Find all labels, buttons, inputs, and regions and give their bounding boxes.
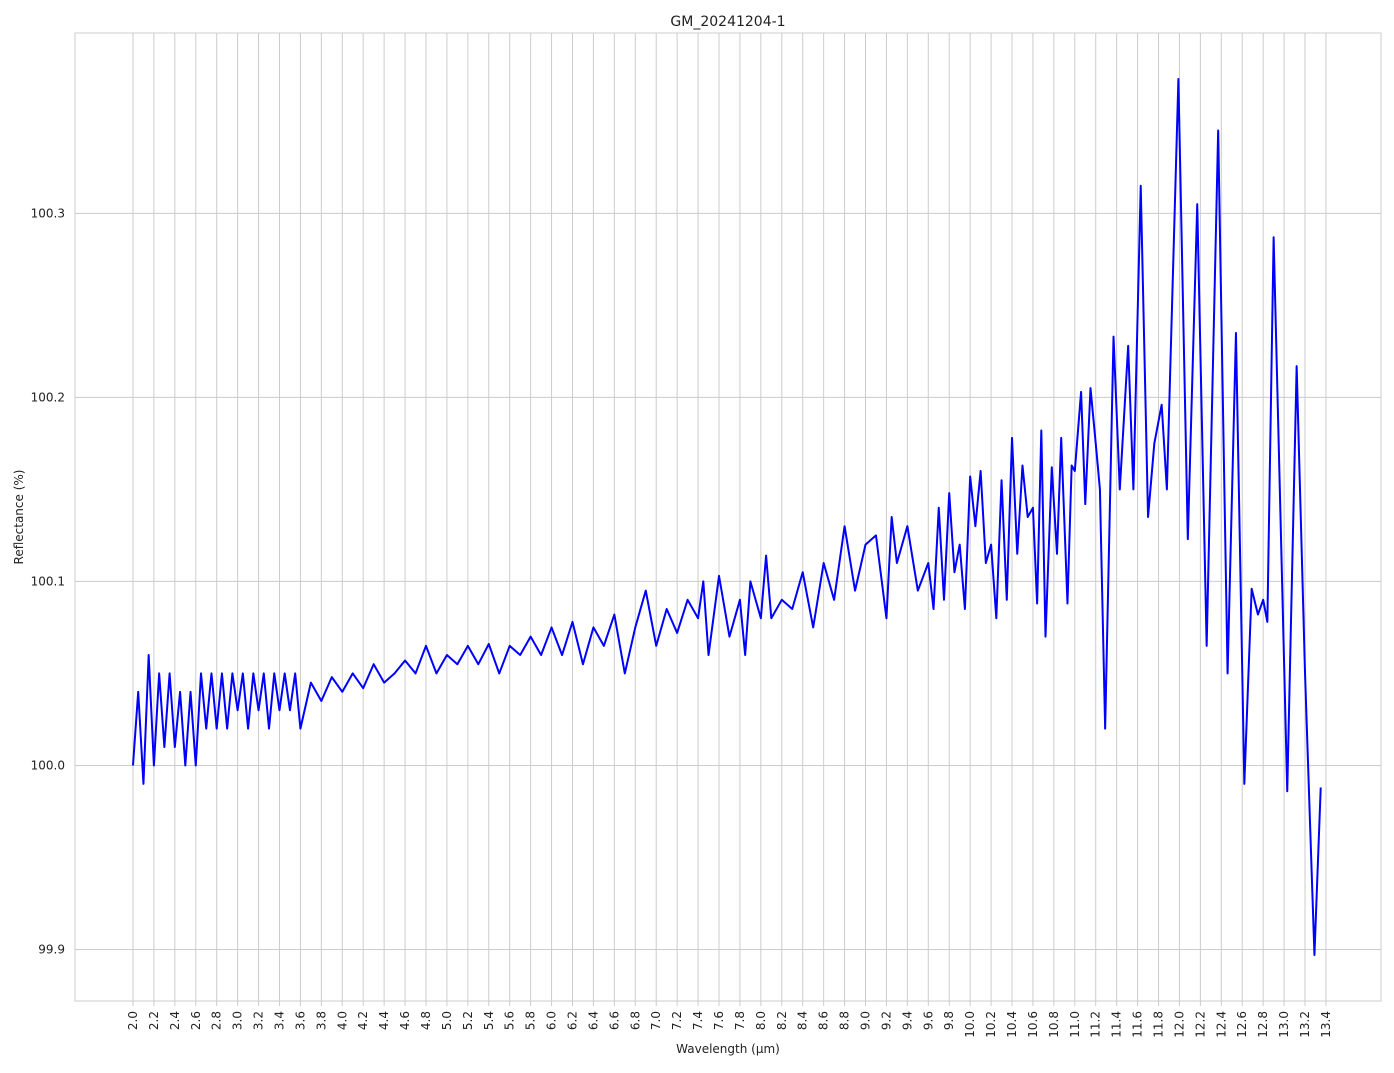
x-tick-label: 6.8 bbox=[628, 1011, 642, 1030]
x-tick-label: 2.8 bbox=[210, 1011, 224, 1030]
x-tick-label: 8.8 bbox=[838, 1011, 852, 1030]
x-tick-label: 6.2 bbox=[565, 1011, 579, 1030]
x-tick-label: 3.2 bbox=[252, 1011, 266, 1030]
plot-frame bbox=[74, 32, 1382, 1002]
x-tick-label: 6.6 bbox=[607, 1011, 621, 1030]
x-tick-label: 5.8 bbox=[524, 1011, 538, 1030]
x-tick-label: 6.4 bbox=[586, 1011, 600, 1030]
x-tick-label: 11.8 bbox=[1152, 1011, 1166, 1038]
x-tick-label: 8.4 bbox=[796, 1011, 810, 1030]
x-tick-label: 9.4 bbox=[900, 1011, 914, 1030]
x-tick-label: 7.8 bbox=[733, 1011, 747, 1030]
y-tick-label: 100.0 bbox=[31, 758, 65, 772]
x-tick-label: 11.6 bbox=[1131, 1011, 1145, 1038]
x-tick-label: 7.2 bbox=[670, 1011, 684, 1030]
x-axis-label: Wavelength (µm) bbox=[676, 1042, 780, 1056]
x-tick-label: 7.4 bbox=[691, 1011, 705, 1030]
y-tick-label: 100.1 bbox=[31, 574, 65, 588]
y-tick-label: 99.9 bbox=[38, 942, 65, 956]
x-tick-label: 7.6 bbox=[712, 1011, 726, 1030]
x-tick-label: 9.8 bbox=[942, 1011, 956, 1030]
data-line bbox=[131, 78, 1322, 956]
x-tick-label: 3.6 bbox=[293, 1011, 307, 1030]
x-tick-label: 11.2 bbox=[1089, 1011, 1103, 1038]
x-tick-label: 4.8 bbox=[419, 1011, 433, 1030]
x-tick-label: 10.8 bbox=[1047, 1011, 1061, 1038]
x-tick-label: 11.4 bbox=[1110, 1011, 1124, 1038]
x-tick-label: 9.0 bbox=[859, 1011, 873, 1030]
x-tick-label: 11.0 bbox=[1068, 1011, 1082, 1038]
x-tick-label: 5.6 bbox=[503, 1011, 517, 1030]
x-tick-label: 3.8 bbox=[314, 1011, 328, 1030]
x-tick-label: 4.6 bbox=[398, 1011, 412, 1030]
x-tick-label: 12.6 bbox=[1235, 1011, 1249, 1038]
y-tick-label: 100.2 bbox=[31, 390, 65, 404]
x-tick-label: 12.4 bbox=[1214, 1011, 1228, 1038]
x-tick-label: 3.0 bbox=[231, 1011, 245, 1030]
x-tick-label: 13.2 bbox=[1298, 1011, 1312, 1038]
x-tick-label: 5.0 bbox=[440, 1011, 454, 1030]
x-tick-label: 8.0 bbox=[754, 1011, 768, 1030]
x-tick-label: 13.0 bbox=[1277, 1011, 1291, 1038]
x-tick-label: 10.2 bbox=[984, 1011, 998, 1038]
x-tick-label: 5.2 bbox=[461, 1011, 475, 1030]
x-tick-label: 12.0 bbox=[1172, 1011, 1186, 1038]
x-tick-label: 2.0 bbox=[126, 1011, 140, 1030]
x-tick-label: 6.0 bbox=[545, 1011, 559, 1030]
x-tick-label: 10.6 bbox=[1026, 1011, 1040, 1038]
x-tick-label: 9.2 bbox=[879, 1011, 893, 1030]
x-tick-label: 4.0 bbox=[335, 1011, 349, 1030]
x-tick-label: 10.4 bbox=[1005, 1011, 1019, 1038]
x-tick-label: 9.6 bbox=[921, 1011, 935, 1030]
y-axis-label: Reflectance (%) bbox=[12, 470, 26, 565]
x-tick-label: 12.8 bbox=[1256, 1011, 1270, 1038]
chart-title: GM_20241204-1 bbox=[670, 14, 785, 30]
x-tick-label: 2.2 bbox=[147, 1011, 161, 1030]
x-tick-label: 4.2 bbox=[356, 1011, 370, 1030]
x-tick-label: 7.0 bbox=[649, 1011, 663, 1030]
x-tick-label: 4.4 bbox=[377, 1011, 391, 1030]
x-tick-label: 3.4 bbox=[272, 1011, 286, 1030]
x-tick-label: 2.6 bbox=[189, 1011, 203, 1030]
y-tick-label: 100.3 bbox=[31, 206, 65, 220]
x-tick-label: 2.4 bbox=[168, 1011, 182, 1030]
x-tick-label: 10.0 bbox=[963, 1011, 977, 1038]
x-tick-label: 12.2 bbox=[1193, 1011, 1207, 1038]
x-tick-label: 5.4 bbox=[482, 1011, 496, 1030]
x-tick-label: 13.4 bbox=[1319, 1011, 1333, 1038]
x-tick-label: 8.6 bbox=[817, 1011, 831, 1030]
x-tick-label: 8.2 bbox=[775, 1011, 789, 1030]
